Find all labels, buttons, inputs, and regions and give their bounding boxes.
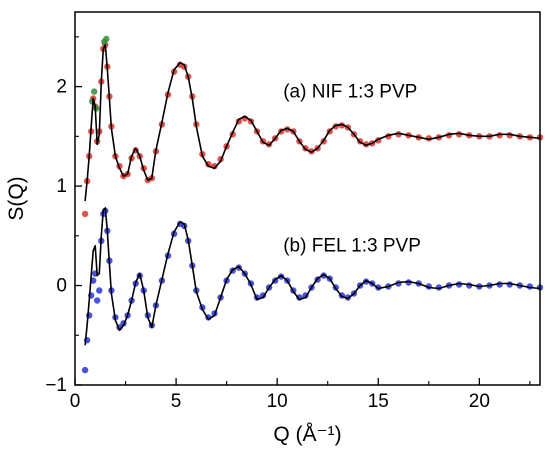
data-point — [320, 272, 327, 279]
data-point — [338, 122, 346, 129]
x-tick-label: 0 — [70, 391, 81, 412]
annotation-0: (a) NIF 1:3 PVP — [283, 82, 417, 103]
series-2 — [84, 44, 541, 202]
data-point — [94, 297, 101, 304]
series-0 — [81, 41, 544, 218]
data-point — [103, 35, 110, 43]
plot-frame — [74, 11, 541, 386]
y-tick-label: 2 — [56, 77, 67, 98]
y-axis-label: S(Q) — [5, 176, 28, 220]
x-tick-label: 10 — [267, 391, 288, 412]
data-point — [81, 210, 89, 218]
data-point — [425, 135, 432, 142]
x-tick-label: 20 — [469, 391, 490, 412]
data-point — [91, 88, 98, 95]
y-tick-label: 1 — [56, 176, 67, 197]
annotation-1: (b) FEL 1:3 PVP — [283, 236, 421, 257]
y-tick-label: −1 — [45, 375, 67, 396]
x-axis-label: Q (Å⁻¹) — [273, 423, 341, 446]
fit-line — [84, 44, 541, 202]
data-point — [405, 279, 412, 286]
x-tick-label: 5 — [171, 391, 182, 412]
series-4 — [84, 207, 541, 346]
x-tick-label: 15 — [368, 391, 389, 412]
series-3 — [81, 207, 544, 374]
annotation-layer: (a) NIF 1:3 PVP (b) FEL 1:3 PVP — [283, 82, 421, 257]
data-point — [362, 141, 370, 148]
y-tick-label: 0 — [56, 276, 67, 297]
data-point — [81, 366, 89, 374]
data-point — [284, 126, 291, 133]
fit-line — [84, 207, 541, 346]
data-point — [96, 287, 103, 294]
data-point — [395, 131, 402, 138]
series-layer — [81, 35, 544, 374]
